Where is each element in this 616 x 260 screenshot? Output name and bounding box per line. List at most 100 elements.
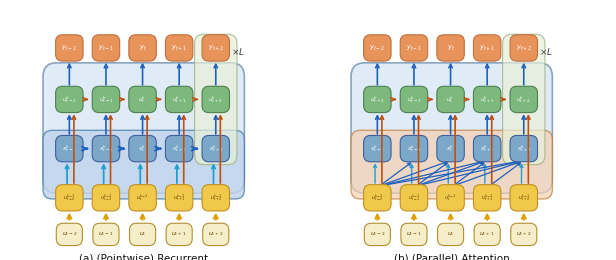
Text: $u^{k\!-\!1}_{t+1}$: $u^{k\!-\!1}_{t+1}$ (173, 192, 185, 203)
FancyBboxPatch shape (129, 135, 156, 162)
Text: $y_{t-1}$: $y_{t-1}$ (406, 43, 422, 53)
Text: $y_{t}$: $y_{t}$ (447, 43, 455, 53)
Text: $u^k_{t+1}$: $u^k_{t+1}$ (172, 94, 187, 105)
Text: $x^k_{t-1}$: $x^k_{t-1}$ (407, 143, 421, 154)
Text: $u^{k\!-\!1}_{t+2}$: $u^{k\!-\!1}_{t+2}$ (209, 192, 222, 203)
Text: $u^{k\!-\!1}_{t+1}$: $u^{k\!-\!1}_{t+1}$ (481, 192, 493, 203)
FancyBboxPatch shape (437, 135, 464, 162)
FancyBboxPatch shape (364, 223, 391, 246)
FancyBboxPatch shape (92, 185, 120, 211)
Text: $u_{t+1}$: $u_{t+1}$ (171, 230, 187, 238)
Text: $x^k_{t+1}$: $x^k_{t+1}$ (172, 143, 187, 154)
FancyBboxPatch shape (129, 223, 156, 246)
FancyBboxPatch shape (56, 223, 83, 246)
FancyBboxPatch shape (166, 35, 193, 61)
FancyBboxPatch shape (129, 86, 156, 113)
FancyBboxPatch shape (437, 223, 464, 246)
FancyBboxPatch shape (474, 35, 501, 61)
Text: $u^{k\!-\!1}_{t}$: $u^{k\!-\!1}_{t}$ (444, 192, 456, 203)
Text: $y_{t+2}$: $y_{t+2}$ (208, 43, 224, 53)
Text: $x^k_{t+2}$: $x^k_{t+2}$ (209, 143, 223, 154)
Text: $u^{k\!-\!1}_{t+2}$: $u^{k\!-\!1}_{t+2}$ (517, 192, 530, 203)
FancyBboxPatch shape (510, 86, 538, 113)
Text: $u_{t+2}$: $u_{t+2}$ (516, 230, 532, 238)
FancyBboxPatch shape (474, 185, 501, 211)
Text: $u^k_{t+1}$: $u^k_{t+1}$ (480, 94, 495, 105)
FancyBboxPatch shape (92, 35, 120, 61)
FancyBboxPatch shape (43, 63, 245, 193)
FancyBboxPatch shape (351, 63, 553, 193)
Text: $u_{t}$: $u_{t}$ (447, 230, 455, 238)
FancyBboxPatch shape (474, 135, 501, 162)
Text: $x^k_{t+1}$: $x^k_{t+1}$ (480, 143, 495, 154)
Text: $y_{t+1}$: $y_{t+1}$ (479, 43, 495, 53)
FancyBboxPatch shape (510, 185, 538, 211)
FancyBboxPatch shape (43, 130, 245, 199)
Text: $u^k_{t-2}$: $u^k_{t-2}$ (62, 94, 76, 105)
FancyBboxPatch shape (166, 135, 193, 162)
FancyBboxPatch shape (92, 135, 120, 162)
FancyBboxPatch shape (166, 86, 193, 113)
FancyBboxPatch shape (363, 135, 391, 162)
FancyBboxPatch shape (510, 135, 538, 162)
Text: $u^{k\!-\!1}_{t-2}$: $u^{k\!-\!1}_{t-2}$ (63, 192, 76, 203)
Text: $x^k_{t-2}$: $x^k_{t-2}$ (370, 143, 384, 154)
FancyBboxPatch shape (511, 223, 537, 246)
Text: $u^k_{t}$: $u^k_{t}$ (139, 94, 147, 105)
FancyBboxPatch shape (401, 223, 427, 246)
FancyBboxPatch shape (400, 86, 428, 113)
FancyBboxPatch shape (202, 86, 230, 113)
FancyBboxPatch shape (363, 185, 391, 211)
Text: (a) (Pointwise) Recurrent: (a) (Pointwise) Recurrent (79, 254, 208, 260)
Text: $u_{t-1}$: $u_{t-1}$ (98, 230, 114, 238)
FancyBboxPatch shape (129, 35, 156, 61)
Text: $\times L$: $\times L$ (230, 46, 245, 57)
FancyBboxPatch shape (363, 86, 391, 113)
FancyBboxPatch shape (503, 34, 545, 165)
FancyBboxPatch shape (474, 86, 501, 113)
Text: $y_{t-2}$: $y_{t-2}$ (61, 43, 78, 53)
Text: $y_{t}$: $y_{t}$ (139, 43, 147, 53)
FancyBboxPatch shape (351, 130, 553, 199)
Text: $y_{t+1}$: $y_{t+1}$ (171, 43, 187, 53)
Text: $u^k_{t-1}$: $u^k_{t-1}$ (407, 94, 421, 105)
Text: $x^k_{t-1}$: $x^k_{t-1}$ (99, 143, 113, 154)
Text: $u_{t+2}$: $u_{t+2}$ (208, 230, 224, 238)
Text: $x^k_{t+2}$: $x^k_{t+2}$ (517, 143, 531, 154)
FancyBboxPatch shape (55, 86, 83, 113)
Text: $u^k_{t}$: $u^k_{t}$ (447, 94, 455, 105)
FancyBboxPatch shape (55, 185, 83, 211)
FancyBboxPatch shape (55, 35, 83, 61)
FancyBboxPatch shape (437, 185, 464, 211)
Text: $u_{t-1}$: $u_{t-1}$ (406, 230, 422, 238)
Text: $u_{t-2}$: $u_{t-2}$ (62, 230, 77, 238)
FancyBboxPatch shape (195, 34, 237, 165)
Text: $u_{t}$: $u_{t}$ (139, 230, 147, 238)
Text: $x^k_{t}$: $x^k_{t}$ (139, 143, 147, 154)
Text: $u_{t+1}$: $u_{t+1}$ (479, 230, 495, 238)
FancyBboxPatch shape (437, 35, 464, 61)
Text: $u^{k\!-\!1}_{t-2}$: $u^{k\!-\!1}_{t-2}$ (371, 192, 384, 203)
FancyBboxPatch shape (400, 135, 428, 162)
FancyBboxPatch shape (474, 223, 500, 246)
Text: $u^k_{t+2}$: $u^k_{t+2}$ (516, 94, 531, 105)
Text: $u^k_{t-2}$: $u^k_{t-2}$ (370, 94, 384, 105)
Text: $u^{k\!-\!1}_{t-1}$: $u^{k\!-\!1}_{t-1}$ (408, 192, 420, 203)
Text: $u^{k\!-\!1}_{t-1}$: $u^{k\!-\!1}_{t-1}$ (100, 192, 112, 203)
Text: $x^k_{t}$: $x^k_{t}$ (447, 143, 455, 154)
FancyBboxPatch shape (166, 223, 192, 246)
FancyBboxPatch shape (510, 35, 538, 61)
FancyBboxPatch shape (202, 185, 230, 211)
FancyBboxPatch shape (437, 86, 464, 113)
Text: $x^k_{t-2}$: $x^k_{t-2}$ (62, 143, 76, 154)
Text: $u^k_{t+2}$: $u^k_{t+2}$ (208, 94, 223, 105)
Text: $y_{t+2}$: $y_{t+2}$ (516, 43, 532, 53)
FancyBboxPatch shape (202, 135, 230, 162)
FancyBboxPatch shape (203, 223, 229, 246)
FancyBboxPatch shape (129, 185, 156, 211)
FancyBboxPatch shape (400, 35, 428, 61)
FancyBboxPatch shape (92, 86, 120, 113)
Text: $u^k_{t-1}$: $u^k_{t-1}$ (99, 94, 113, 105)
Text: (b) (Parallel) Attention: (b) (Parallel) Attention (394, 254, 509, 260)
Text: $u_{t-2}$: $u_{t-2}$ (370, 230, 385, 238)
